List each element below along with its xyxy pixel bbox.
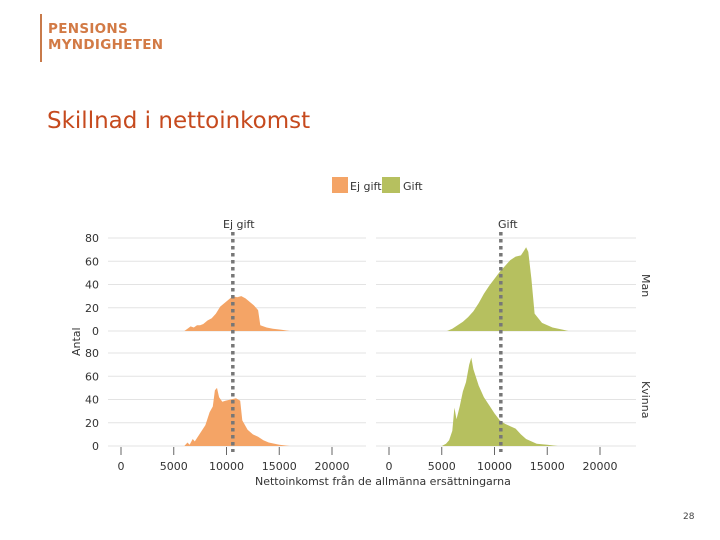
- legend: Ej gift Gift: [332, 177, 423, 193]
- x-tick-label: 20000: [315, 460, 350, 473]
- slide-title: Skillnad i nettoinkomst: [47, 108, 311, 134]
- x-tick-label: 15000: [530, 460, 565, 473]
- x-tick-label: 5000: [160, 460, 188, 473]
- logo-line-2: MYNDIGHETEN: [48, 37, 164, 53]
- y-tick-label: 0: [92, 440, 99, 453]
- y-tick-label: 20: [85, 302, 99, 315]
- column-header-gift: Gift: [498, 218, 518, 231]
- y-tick-label: 20: [85, 417, 99, 430]
- area-layer: [184, 247, 569, 446]
- x-tick-label: 20000: [583, 460, 618, 473]
- logo: PENSIONS MYNDIGHETEN: [40, 14, 163, 62]
- x-tick-label: 10000: [477, 460, 512, 473]
- area-ej-gift-man: [184, 296, 290, 331]
- x-tick-label: 10000: [209, 460, 244, 473]
- y-tick-label: 0: [92, 325, 99, 338]
- area-ej-gift-kvinna: [184, 387, 290, 446]
- y-tick-label: 80: [85, 347, 99, 360]
- x-tick-label: 5000: [428, 460, 456, 473]
- grid-layer: [108, 237, 636, 447]
- x-tick-label: 0: [386, 460, 393, 473]
- y-tick-label: 80: [85, 232, 99, 245]
- y-tick-label: 40: [85, 279, 99, 292]
- x-axis-label: Nettoinkomst från de allmänna ersättning…: [255, 475, 511, 488]
- area-gift-man: [447, 247, 569, 331]
- page-number: 28: [683, 512, 695, 522]
- y-tick-label: 40: [85, 394, 99, 407]
- row-header-kvinna: Kvinna: [639, 381, 652, 418]
- legend-label-ej-gift: Ej gift: [350, 180, 382, 193]
- tick-layer: 0 20 40 60 80 0 20 40 60 80 0 5000 10000 15000 20000 0 5…: [85, 232, 618, 473]
- x-tick-label: 15000: [262, 460, 297, 473]
- y-tick-label: 60: [85, 370, 99, 383]
- logo-line-1: PENSIONS: [48, 21, 129, 37]
- x-tick-label: 0: [118, 460, 125, 473]
- y-tick-label: 60: [85, 255, 99, 268]
- legend-label-gift: Gift: [403, 180, 423, 193]
- legend-swatch-ej-gift: [332, 177, 348, 193]
- column-header-ej-gift: Ej gift: [223, 218, 255, 231]
- row-header-man: Man: [639, 274, 652, 297]
- area-gift-kvinna: [441, 357, 558, 446]
- legend-swatch-gift: [382, 177, 400, 193]
- y-axis-label: Antal: [70, 327, 83, 356]
- reference-layer: [231, 232, 503, 452]
